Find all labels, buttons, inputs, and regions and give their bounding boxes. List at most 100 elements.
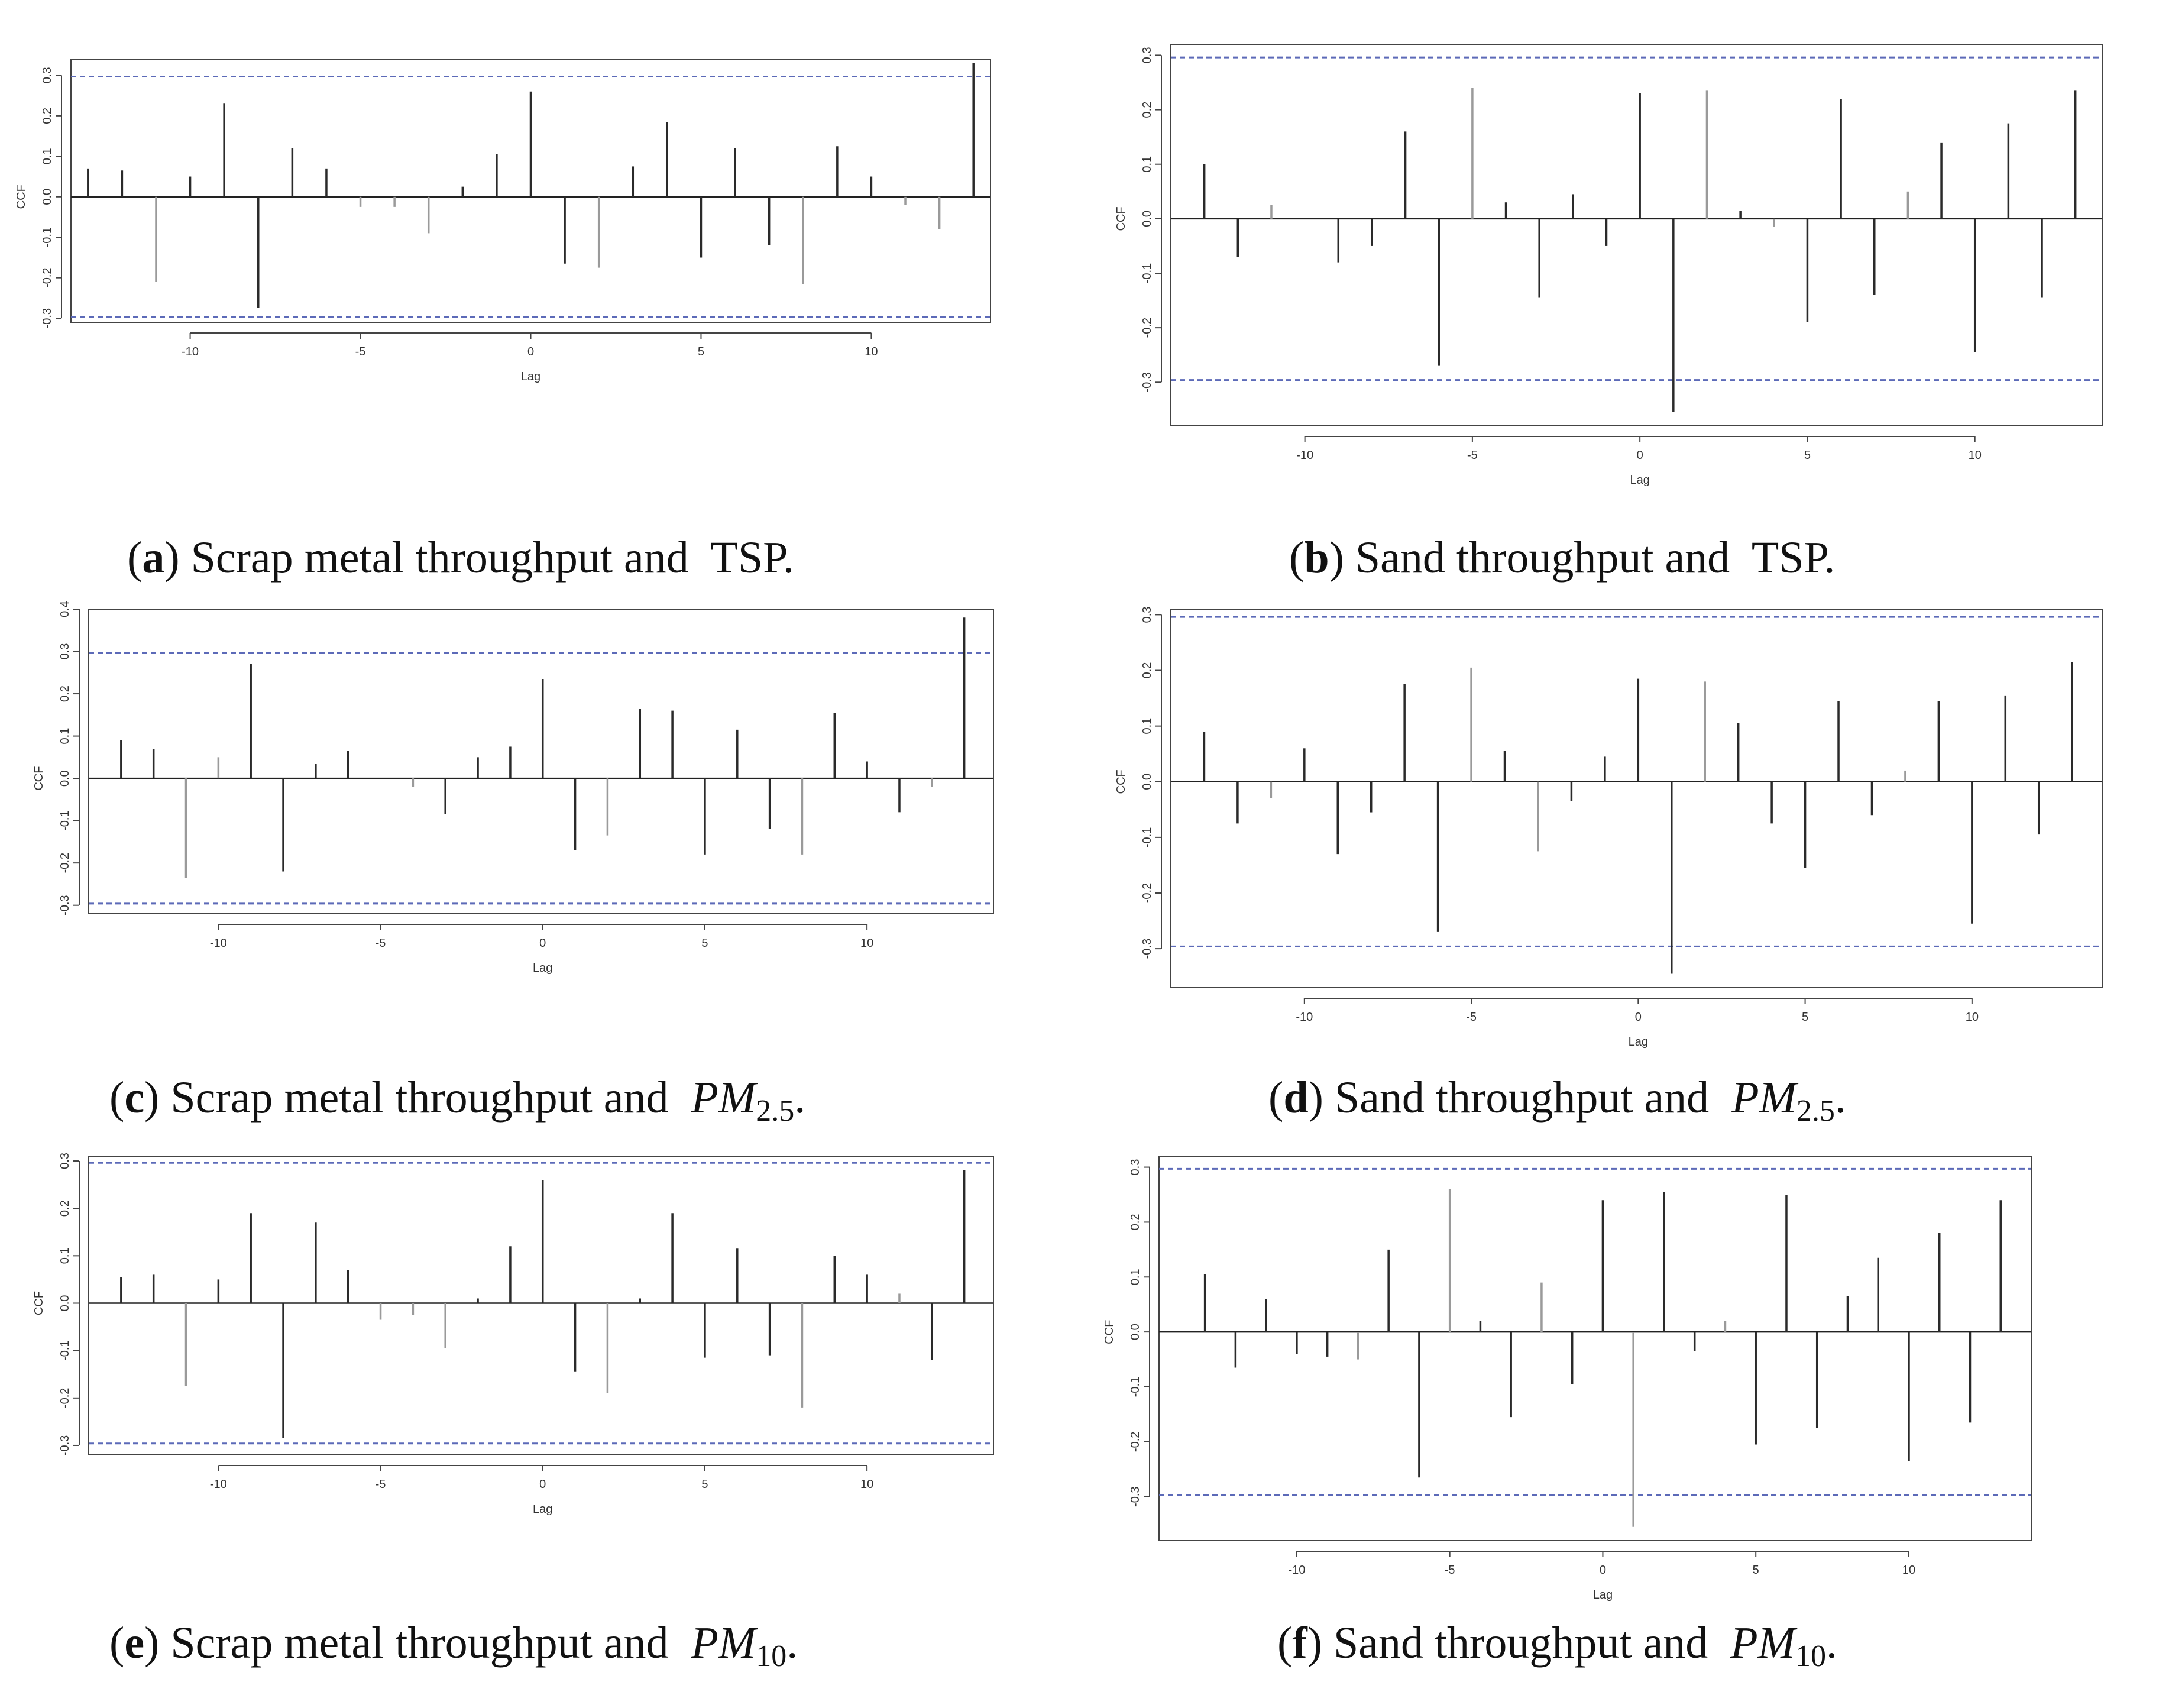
plot-frame [88,609,994,914]
plot-frame [1170,44,2103,426]
x-tick-label: 5 [1753,1564,1759,1577]
y-tick-label: 0.3 [41,67,54,83]
y-tick-label: 0.2 [1141,102,1154,118]
y-tick-label: -0.1 [1141,263,1154,283]
x-tick-label: 0 [527,345,534,358]
x-tick-label: -5 [1467,449,1478,462]
y-tick-label: -0.1 [59,1340,72,1360]
caption-variable: PM [691,1073,756,1123]
y-tick-label: 0.0 [59,1295,72,1312]
y-tick-label: -0.2 [1141,318,1154,338]
y-tick-label: 0.3 [59,1153,72,1169]
y-tick-label: -0.3 [59,1435,72,1455]
ccf-chart-f: 0.3 0.2 0.1 0.0 -0.1 -0.2 -0.3 CCF -10 -5 0 5 10 Lag [1103,1156,2032,1602]
x-tick-label: -5 [376,1478,386,1491]
caption-text: Sand throughput and [1334,1073,1710,1123]
caption-text: Scrap metal throughput and [170,1618,669,1668]
y-tick-label: -0.3 [59,895,72,915]
y-tick-label: 0.3 [59,643,72,660]
plot-frame [1158,1156,2032,1541]
y-axis-label: CCF [15,185,28,209]
x-tick-label: 10 [1902,1564,1915,1577]
x-tick-label: 10 [860,1478,873,1491]
y-tick-label: 0.0 [1141,211,1154,227]
y-tick-label: 0.1 [41,148,54,164]
caption-text: Sand throughput and [1355,533,1730,583]
ccf-chart-b: 0.3 0.2 0.1 0.0 -0.1 -0.2 -0.3 CCF -10 -5 0 5 10 Lag [1115,44,2103,487]
x-tick-label: -5 [1445,1564,1455,1577]
x-tick-label: 0 [1637,449,1643,462]
x-tick-label: 10 [865,345,878,358]
x-tick-label: 5 [1804,449,1811,462]
x-tick-label: 0 [539,937,546,950]
caption-variable: PM [1730,1618,1795,1668]
caption-end: . [786,1618,798,1668]
y-tick-label: -0.1 [59,810,72,830]
caption-end: . [1824,533,1836,583]
x-tick-label: 0 [1635,1011,1642,1024]
caption-letter: f [1292,1618,1307,1668]
y-tick-label: -0.2 [1129,1432,1142,1452]
y-tick-label: 0.1 [59,1247,72,1264]
y-tick-label: -0.2 [1141,883,1154,903]
x-tick-label: 0 [539,1478,546,1491]
x-tick-label: 5 [701,937,708,950]
y-axis-label: CCF [1115,206,1128,231]
ccf-chart-c: 0.4 0.3 0.2 0.1 0.0 -0.1 -0.2 -0.3 CCF -10 -5 0 5 10 L… [33,601,994,975]
y-tick-label: -0.1 [1129,1377,1142,1397]
y-tick-label: 0.3 [1141,47,1154,64]
caption-f: (f) Sand throughput and PM10. [1277,1618,1837,1673]
plot-frame [88,1156,994,1455]
caption-d: (d) Sand throughput and PM2.5. [1268,1073,1846,1128]
x-tick-label: 5 [1802,1011,1808,1024]
caption-variable: TSP [710,533,783,583]
y-axis-label: CCF [1103,1320,1116,1344]
y-tick-label: -0.3 [41,308,54,328]
y-axis-label: CCF [33,1291,46,1315]
x-axis-label: Lag [1630,474,1649,487]
x-axis-label: Lag [521,370,540,383]
y-tick-label: 0.1 [59,728,72,745]
caption-subscript: 10 [1795,1639,1826,1673]
y-tick-label: 0.2 [59,1200,72,1217]
caption-end: . [1825,1618,1837,1668]
caption-letter: d [1283,1073,1309,1123]
x-tick-label: 10 [1969,449,1982,462]
ccf-chart-e: 0.3 0.2 0.1 0.0 -0.1 -0.2 -0.3 CCF -10 -5 0 5 10 Lag [33,1153,994,1516]
y-tick-label: 0.2 [1141,662,1154,679]
x-axis-label: Lag [533,962,552,975]
x-axis-label: Lag [1629,1036,1648,1049]
caption-subscript: 10 [756,1639,787,1673]
x-tick-label: -10 [210,1478,227,1491]
y-tick-label: 0.1 [1141,718,1154,735]
y-tick-label: 0.2 [1129,1214,1142,1231]
caption-a: (a) Scrap metal throughput and TSP. [127,533,794,583]
x-tick-label: -10 [1288,1564,1305,1577]
x-tick-label: -10 [1296,449,1313,462]
caption-b: (b) Sand throughput and TSP. [1289,533,1836,583]
caption-end: . [782,533,794,583]
y-tick-label: 0.2 [41,108,54,124]
y-tick-label: 0.0 [1129,1324,1142,1340]
ccf-chart-a: 0.3 0.2 0.1 0.0 -0.1 -0.2 -0.3 CCF -10 -5 0 5 10 Lag [15,59,991,383]
caption-c: (c) Scrap metal throughput and PM2.5. [109,1073,806,1128]
caption-end: . [794,1073,806,1123]
y-tick-label: 0.0 [59,770,72,787]
x-axis-label: Lag [1593,1589,1613,1602]
y-axis-label: CCF [33,766,46,791]
caption-letter: e [124,1618,145,1668]
y-tick-label: 0.0 [1141,774,1154,790]
y-tick-label: 0.0 [41,189,54,205]
y-axis-label: CCF [1115,769,1128,794]
caption-text: Scrap metal throughput and [170,1073,669,1123]
y-tick-label: 0.4 [59,601,72,617]
plot-frame [70,59,991,323]
caption-letter: a [142,533,165,583]
y-tick-label: 0.2 [59,685,72,702]
x-tick-label: -5 [1466,1011,1477,1024]
x-tick-label: 10 [1966,1011,1979,1024]
y-tick-label: -0.1 [1141,827,1154,847]
caption-end: . [1834,1073,1846,1123]
y-tick-label: -0.3 [1141,372,1154,392]
caption-text: Scrap metal throughput and [190,533,689,583]
